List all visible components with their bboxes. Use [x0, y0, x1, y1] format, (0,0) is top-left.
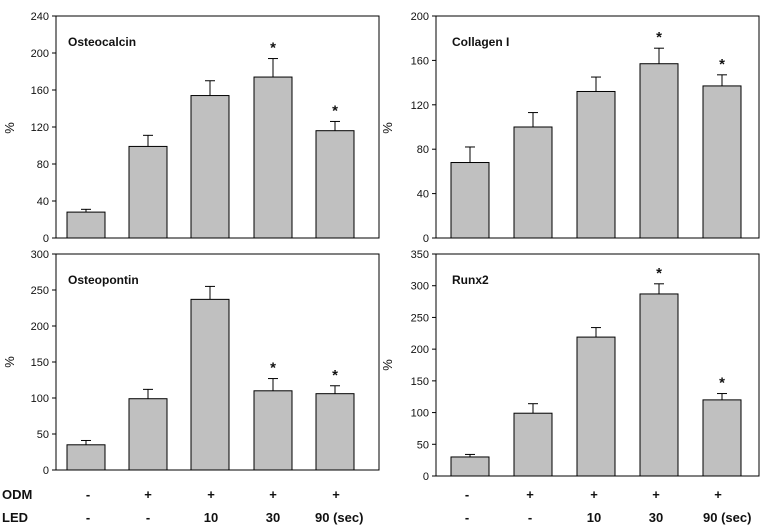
- osteopontin-significance-marker-5: *: [332, 367, 338, 384]
- osteopontin-y-tick-label: 100: [31, 393, 49, 405]
- collagen-i-y-tick-label: 0: [423, 233, 429, 245]
- collagen-i-bar-4: [639, 63, 679, 239]
- left-odm-label: ODM: [2, 487, 32, 502]
- right-led-cell-5: 90 (sec): [703, 510, 751, 525]
- osteocalcin-y-tick-label: 40: [37, 196, 49, 208]
- runx2-y-tick-label: 250: [411, 312, 429, 324]
- osteopontin-bar-5: [315, 393, 355, 471]
- runx2-bar-5: [702, 399, 742, 477]
- runx2-y-axis-label: %: [380, 359, 395, 371]
- left-odm-cell-3: +: [207, 487, 215, 502]
- osteocalcin-y-tick-label: 200: [31, 48, 49, 60]
- right-odm-cell-4: +: [652, 487, 660, 502]
- collagen-i-significance-marker-5: *: [719, 56, 725, 73]
- runx2-title: Runx2: [452, 273, 489, 287]
- osteopontin-significance-marker-4: *: [270, 360, 276, 377]
- left-led-label: LED: [2, 510, 28, 525]
- right-led-cell-3: 10: [587, 510, 601, 525]
- osteopontin-bar-2: [128, 398, 168, 471]
- osteocalcin-y-axis-label: %: [2, 122, 17, 134]
- collagen-i-bar-5: [702, 85, 742, 239]
- left-led-cell-2: -: [146, 510, 150, 525]
- collagen-i-y-axis-label: %: [380, 122, 395, 134]
- osteocalcin-y-tick-label: 160: [31, 85, 49, 97]
- osteopontin-y-axis-label: %: [2, 356, 17, 368]
- osteocalcin-y-tick-label: 0: [43, 233, 49, 245]
- left-odm-cell-4: +: [269, 487, 277, 502]
- right-led-cell-2: -: [528, 510, 532, 525]
- osteocalcin-bar-1: [66, 211, 106, 239]
- left-led-cell-4: 30: [266, 510, 280, 525]
- collagen-i-bar-2: [513, 126, 553, 239]
- runx2-bar-3: [576, 336, 616, 477]
- osteopontin-title: Osteopontin: [68, 273, 139, 287]
- runx2-y-tick-label: 50: [417, 439, 429, 451]
- osteopontin-y-tick-label: 150: [31, 357, 49, 369]
- osteocalcin-significance-marker-4: *: [270, 40, 276, 57]
- osteopontin-y-tick-label: 250: [31, 285, 49, 297]
- right-led-cell-4: 30: [649, 510, 663, 525]
- osteopontin-y-tick-label: 50: [37, 429, 49, 441]
- runx2-significance-marker-5: *: [719, 375, 725, 392]
- osteocalcin-title: Osteocalcin: [68, 35, 136, 49]
- osteopontin-y-tick-label: 300: [31, 249, 49, 261]
- runx2-panel: Runx2 % 0 50 100 150 200 250 300 350 * *: [380, 249, 760, 483]
- osteopontin-bar-1: [66, 444, 106, 471]
- osteocalcin-y-tick-label: 120: [31, 122, 49, 134]
- left-led-cell-3: 10: [204, 510, 218, 525]
- left-odm-cell-2: +: [144, 487, 152, 502]
- osteocalcin-bar-3: [190, 95, 230, 239]
- runx2-y-tick-label: 350: [411, 249, 429, 261]
- right-odm-cell-2: +: [526, 487, 534, 502]
- right-condition-table: - + + + + - - 10 30 90 (sec): [465, 487, 752, 525]
- runx2-bar-2: [513, 412, 553, 477]
- collagen-i-title: Collagen I: [452, 35, 509, 49]
- left-led-cell-1: -: [86, 510, 90, 525]
- osteocalcin-bar-2: [128, 145, 168, 239]
- osteocalcin-significance-marker-5: *: [332, 102, 338, 119]
- osteocalcin-panel: Osteocalcin % 0 40 80 120 160 200 240 * *: [2, 11, 380, 245]
- left-odm-cell-5: +: [332, 487, 340, 502]
- left-odm-cell-1: -: [86, 487, 90, 502]
- runx2-y-tick-label: 150: [411, 376, 429, 388]
- collagen-i-significance-marker-4: *: [656, 29, 662, 46]
- runx2-y-tick-label: 300: [411, 281, 429, 293]
- osteopontin-bar-3: [190, 298, 230, 471]
- runx2-bar-1: [450, 456, 490, 477]
- collagen-i-y-tick-label: 80: [417, 144, 429, 156]
- osteocalcin-y-tick-label: 80: [37, 159, 49, 171]
- osteocalcin-bar-5: [315, 130, 355, 239]
- right-led-cell-1: -: [465, 510, 469, 525]
- right-odm-cell-3: +: [590, 487, 598, 502]
- collagen-i-y-tick-label: 160: [411, 55, 429, 67]
- runx2-y-tick-label: 200: [411, 344, 429, 356]
- right-odm-cell-5: +: [714, 487, 722, 502]
- osteocalcin-bar-4: [253, 76, 293, 239]
- runx2-y-tick-label: 100: [411, 408, 429, 420]
- left-condition-table: ODM LED - + + + + - - 10 30 90 (sec): [2, 487, 363, 525]
- collagen-i-y-tick-label: 200: [411, 11, 429, 23]
- collagen-i-bar-3: [576, 90, 616, 239]
- osteocalcin-y-tick-label: 240: [31, 11, 49, 23]
- left-led-cell-5: 90 (sec): [315, 510, 363, 525]
- collagen-i-y-tick-label: 120: [411, 100, 429, 112]
- runx2-bar-4: [639, 293, 679, 477]
- runx2-significance-marker-4: *: [656, 265, 662, 282]
- collagen-i-y-tick-label: 40: [417, 189, 429, 201]
- runx2-y-tick-label: 0: [423, 471, 429, 483]
- osteopontin-y-tick-label: 0: [43, 465, 49, 477]
- collagen-i-panel: Collagen I % 0 40 80 120 160 200 * *: [380, 11, 760, 245]
- right-odm-cell-1: -: [465, 487, 469, 502]
- osteopontin-bar-4: [253, 390, 293, 471]
- osteopontin-panel: Osteopontin % 0 50 100 150 200 250 300 * *: [2, 249, 380, 477]
- collagen-i-bar-1: [450, 162, 490, 239]
- osteopontin-y-tick-label: 200: [31, 321, 49, 333]
